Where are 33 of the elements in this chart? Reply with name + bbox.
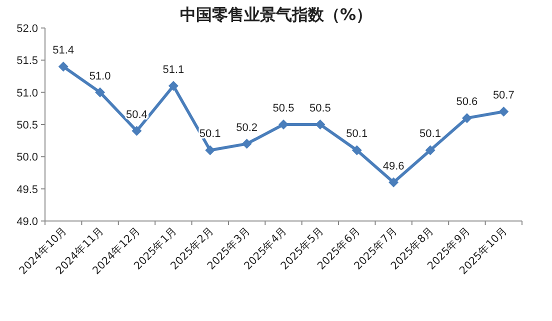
point bbox=[205, 145, 216, 156]
point bbox=[462, 113, 472, 124]
data-label: 50.7 bbox=[492, 90, 514, 102]
data-label: 51.4 bbox=[52, 44, 74, 57]
point bbox=[425, 145, 436, 156]
y-tick-label: 49.0 bbox=[16, 216, 38, 228]
chart-title: 中国零售业景气指数（%） bbox=[180, 5, 372, 24]
y-tick-label: 50.0 bbox=[16, 152, 38, 164]
data-label: 50.1 bbox=[420, 128, 441, 140]
y-tick-label: 49.5 bbox=[16, 184, 38, 196]
point bbox=[315, 120, 326, 130]
data-label: 51.1 bbox=[162, 64, 184, 76]
data-label: 50.1 bbox=[346, 128, 368, 140]
point bbox=[58, 62, 68, 72]
point bbox=[132, 126, 142, 136]
data-label: 50.6 bbox=[456, 96, 478, 108]
y-tick-label: 51.5 bbox=[16, 55, 38, 68]
data-label: 50.5 bbox=[272, 102, 294, 114]
point bbox=[388, 177, 399, 188]
data-label: 50.2 bbox=[236, 122, 258, 134]
data-label: 49.6 bbox=[382, 160, 404, 172]
data-label: 50.5 bbox=[309, 102, 331, 114]
point bbox=[168, 80, 178, 91]
data-label: 50.4 bbox=[126, 108, 148, 121]
y-tick-label: 52.0 bbox=[16, 23, 38, 35]
point bbox=[278, 120, 288, 130]
point bbox=[352, 145, 362, 156]
point bbox=[95, 87, 106, 98]
point bbox=[242, 138, 252, 149]
y-tick-label: 51.0 bbox=[16, 87, 38, 100]
y-tick-label: 50.5 bbox=[16, 120, 38, 132]
point bbox=[498, 106, 509, 117]
data-label: 51.0 bbox=[89, 70, 111, 82]
